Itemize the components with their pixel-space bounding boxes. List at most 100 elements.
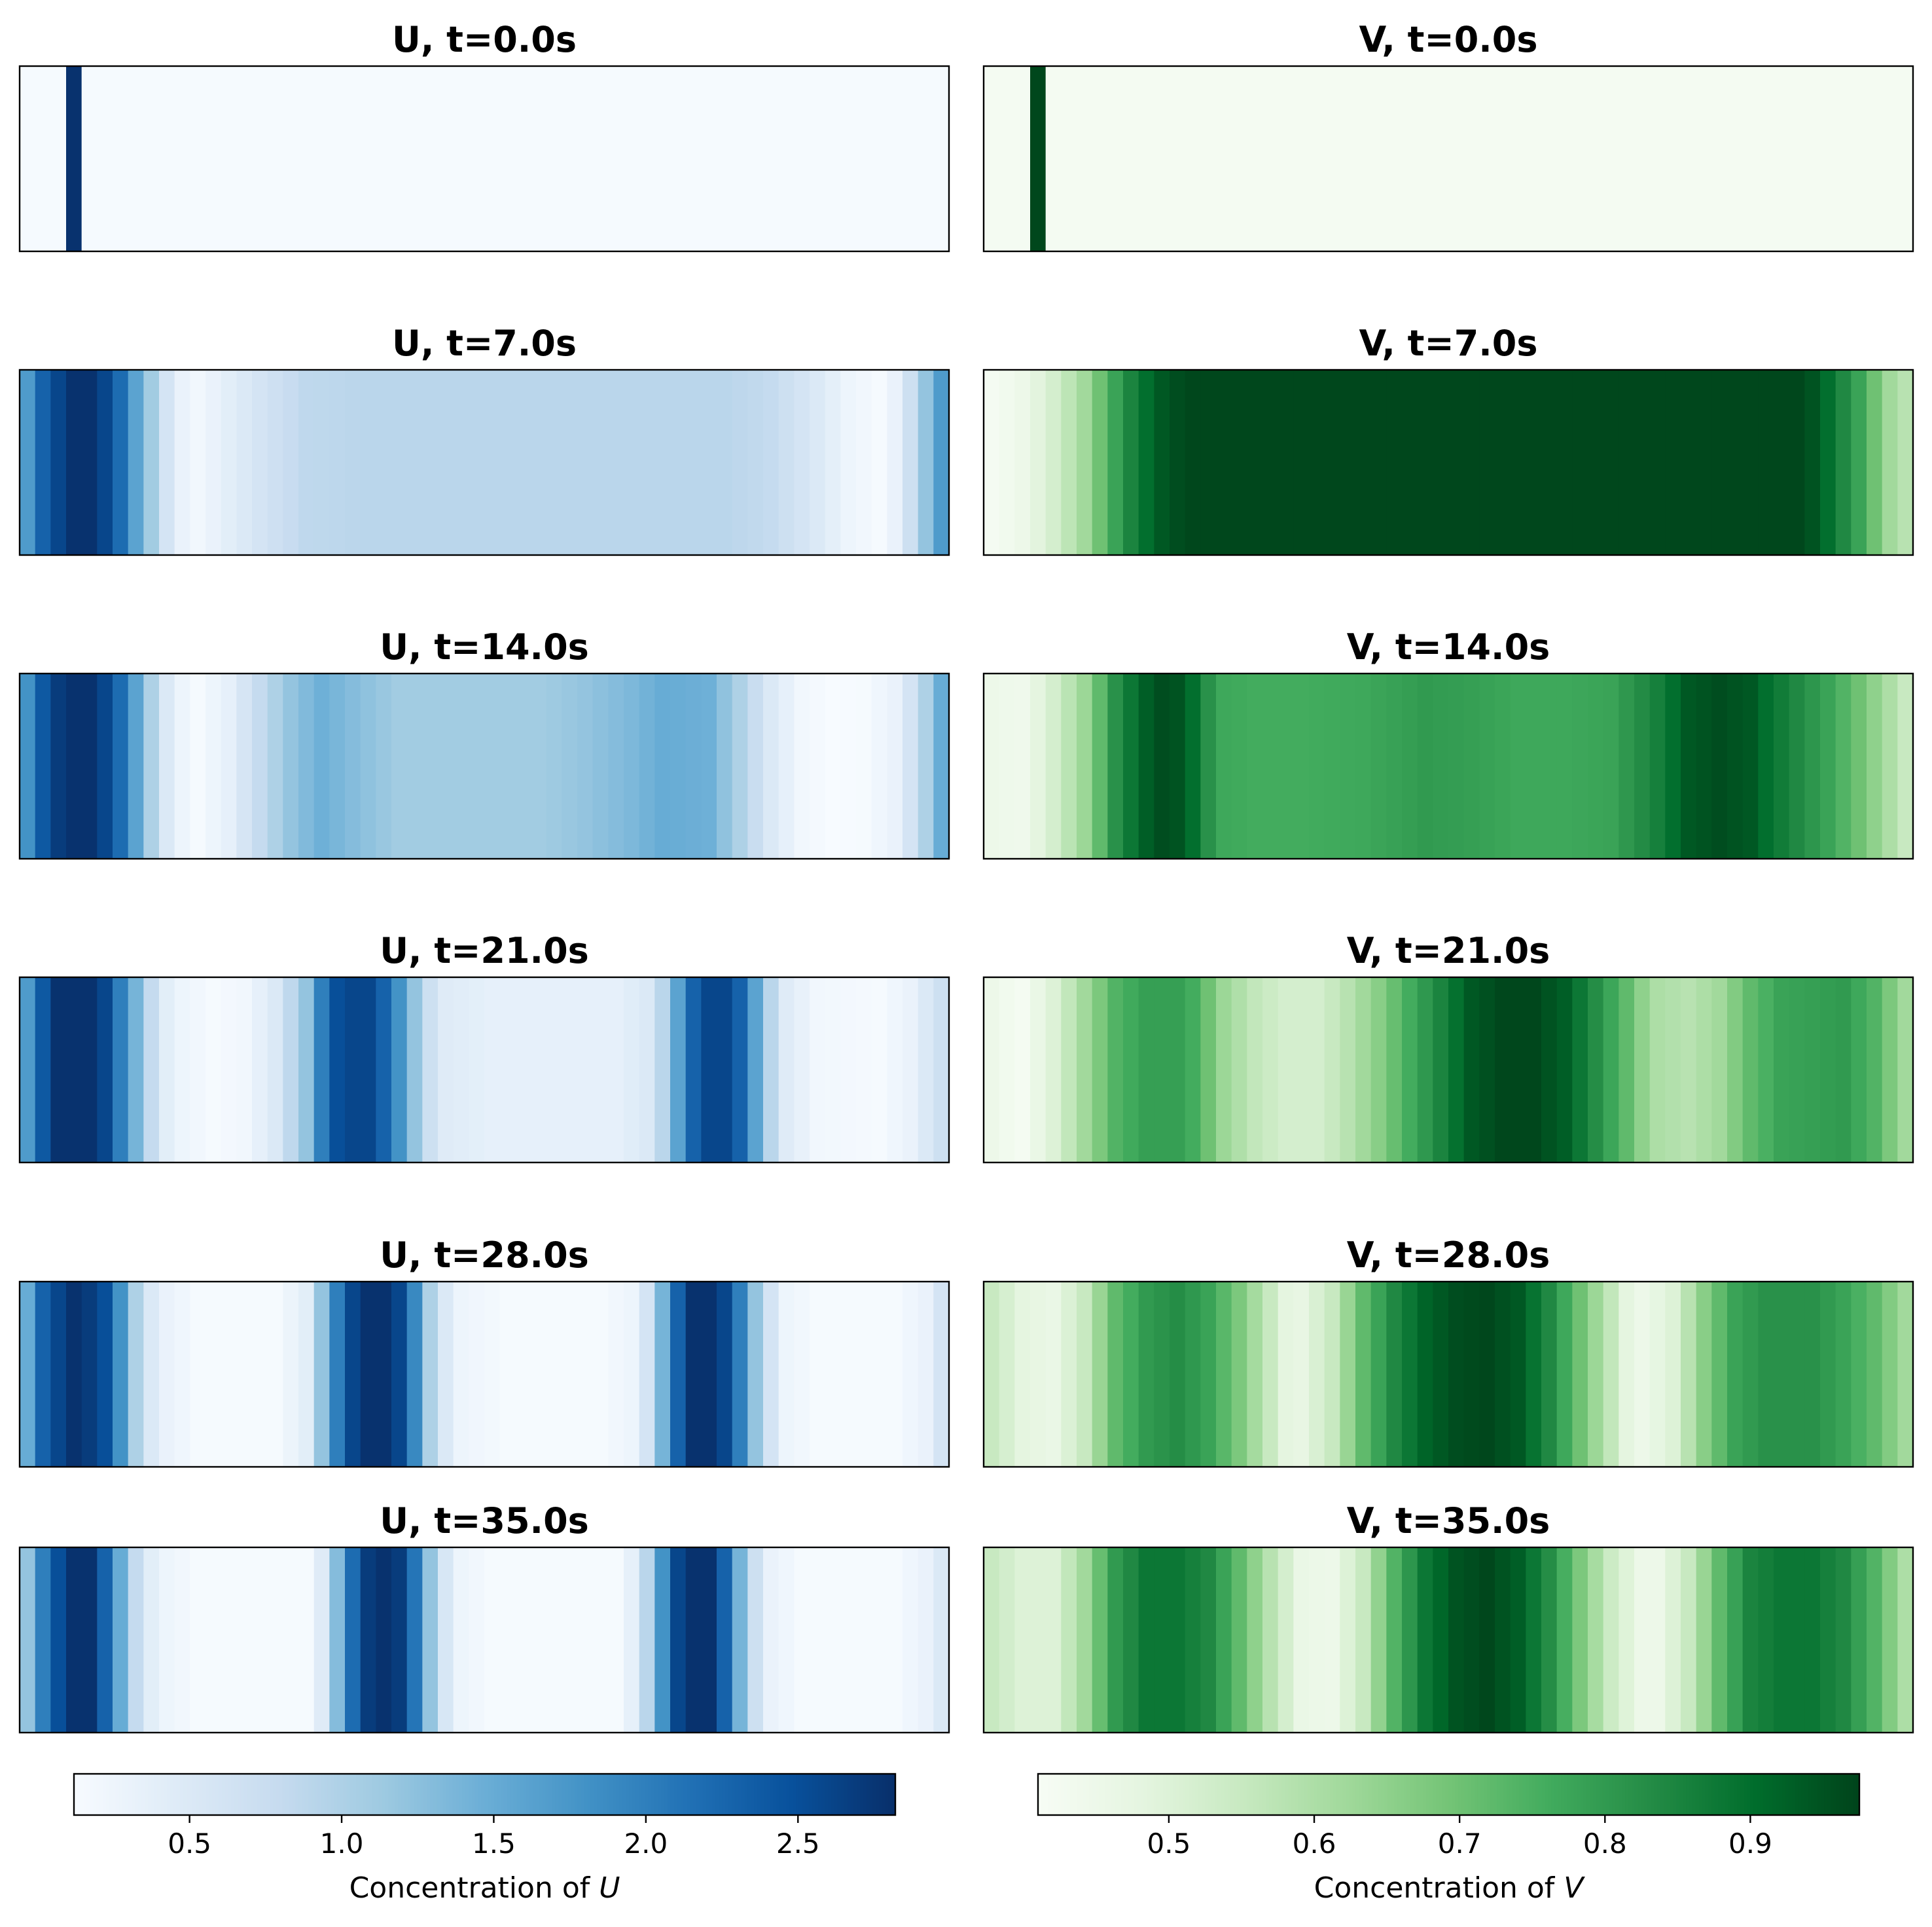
colorbar-swatch <box>1538 1774 1543 1815</box>
heatmap-cell <box>1463 1547 1480 1733</box>
heatmap-cell <box>81 674 98 859</box>
heatmap-cell <box>1014 66 1031 251</box>
panel-frame <box>18 1280 950 1468</box>
heatmap-cell <box>1278 977 1294 1162</box>
heatmap-cell <box>732 66 748 251</box>
colorbar-swatch <box>1442 1774 1446 1815</box>
colorbar-swatch <box>1121 1774 1125 1815</box>
panel-title: U, t=0.0s <box>392 19 577 60</box>
heatmap-cell <box>763 977 779 1162</box>
heatmap-cell <box>1138 1547 1154 1733</box>
heatmap-cell <box>1649 977 1666 1162</box>
heatmap-cell <box>717 674 733 859</box>
heatmap-cell <box>1742 1282 1759 1467</box>
heatmap-cell <box>484 1547 501 1733</box>
colorbar-swatch <box>779 1774 784 1815</box>
colorbar-swatch <box>234 1774 238 1815</box>
colorbar-swatch <box>189 1774 193 1815</box>
colorbar-swatch <box>1172 1774 1177 1815</box>
heatmap-cell <box>840 370 857 555</box>
heatmap-cell <box>1107 674 1124 859</box>
colorbar-swatch <box>776 1774 781 1815</box>
heatmap-cell <box>360 1282 376 1467</box>
heatmap-cell <box>35 66 51 251</box>
heatmap-cell <box>1681 1547 1697 1733</box>
heatmap-cell <box>747 1547 764 1733</box>
heatmap-cell <box>1727 977 1744 1162</box>
heatmap-cell <box>624 1282 640 1467</box>
heatmap-cell <box>113 1547 129 1733</box>
heatmap-cell <box>810 66 826 251</box>
heatmap-cell <box>1355 977 1372 1162</box>
colorbar-swatch <box>1660 1774 1664 1815</box>
heatmap-cell <box>903 1547 919 1733</box>
colorbar-swatch <box>417 1774 421 1815</box>
heatmap-cell <box>984 370 1000 555</box>
heatmap-cell <box>1200 66 1217 251</box>
colorbar-swatch <box>1236 1774 1241 1815</box>
colorbar-tick-label: 1.0 <box>320 1828 364 1860</box>
colorbar-swatch <box>840 1774 845 1815</box>
colorbar-swatch <box>1047 1774 1052 1815</box>
panel-title: V, t=21.0s <box>1347 930 1550 971</box>
colorbar-frame <box>73 1773 897 1816</box>
colorbar-swatch <box>282 1774 287 1815</box>
heatmap-cell <box>685 1282 702 1467</box>
heatmap-cell <box>794 674 810 859</box>
colorbar-u: 0.5 1.0 1.5 2.0 2.5 Concentration of U <box>73 1773 897 1905</box>
heatmap-cell <box>1774 1282 1790 1467</box>
heatmap-cell <box>654 66 671 251</box>
heatmap-cell <box>236 977 253 1162</box>
colorbar-swatch <box>1406 1774 1411 1815</box>
colorbar-swatch <box>793 1774 796 1815</box>
colorbar-swatch <box>1214 1774 1219 1815</box>
colorbar-label-text: Concentration of <box>1314 1871 1564 1905</box>
heatmap-cell <box>1495 674 1511 859</box>
heatmap-cell <box>1867 1547 1883 1733</box>
colorbar-swatch <box>837 1774 842 1815</box>
colorbar-swatch <box>526 1774 530 1815</box>
heatmap-cell <box>1789 66 1805 251</box>
colorbar-swatch <box>1551 1774 1555 1815</box>
heatmap-cell <box>236 370 253 555</box>
colorbar-swatch <box>648 1774 653 1815</box>
heatmap-cell <box>887 1547 903 1733</box>
heatmap-cell <box>1526 1282 1542 1467</box>
heatmap-cell <box>1231 1282 1247 1467</box>
heatmap-cell <box>1882 66 1898 251</box>
heatmap-cell <box>933 66 950 251</box>
heatmap-cell <box>20 1282 36 1467</box>
heatmap-cell <box>1262 1282 1279 1467</box>
heatmap-cell <box>1309 977 1325 1162</box>
heatmap-cell <box>35 370 51 555</box>
colorbar-swatch <box>398 1774 402 1815</box>
heatmap-panel-u-1: U, t=7.0s <box>18 323 950 556</box>
colorbar-swatch <box>372 1774 376 1815</box>
colorbar-swatch <box>1605 1774 1610 1815</box>
heatmap-cell <box>1789 1547 1805 1733</box>
heatmap-panel-v-4: V, t=28.0s <box>982 1234 1914 1468</box>
colorbar-tick-label: 0.6 <box>1293 1828 1336 1860</box>
colorbar-swatch <box>1198 1774 1202 1815</box>
colorbar-swatch <box>510 1774 514 1815</box>
colorbar-swatch <box>1073 1774 1077 1815</box>
heatmap-cell <box>1154 1547 1170 1733</box>
heatmap-cell <box>329 674 346 859</box>
colorbar-swatch <box>1619 1774 1622 1815</box>
heatmap-panel-v-3: V, t=21.0s <box>982 930 1914 1164</box>
colorbar-swatch <box>1452 1774 1456 1815</box>
colorbar-swatch <box>1474 1774 1478 1815</box>
heatmap-cell <box>1324 674 1340 859</box>
colorbar-swatch <box>1352 1774 1356 1815</box>
colorbar-swatch <box>1721 1774 1725 1815</box>
colorbar-swatch <box>831 1774 835 1815</box>
heatmap-cell <box>670 674 687 859</box>
colorbar-swatch <box>302 1774 306 1815</box>
colorbar-swatch <box>609 1774 614 1815</box>
colorbar-swatch <box>805 1774 810 1815</box>
colorbar-swatch <box>1420 1774 1423 1815</box>
colorbar-swatch <box>238 1774 241 1815</box>
colorbar-swatch <box>1654 1774 1658 1815</box>
colorbar-swatch <box>565 1774 569 1815</box>
colorbar-swatch <box>1448 1774 1452 1815</box>
